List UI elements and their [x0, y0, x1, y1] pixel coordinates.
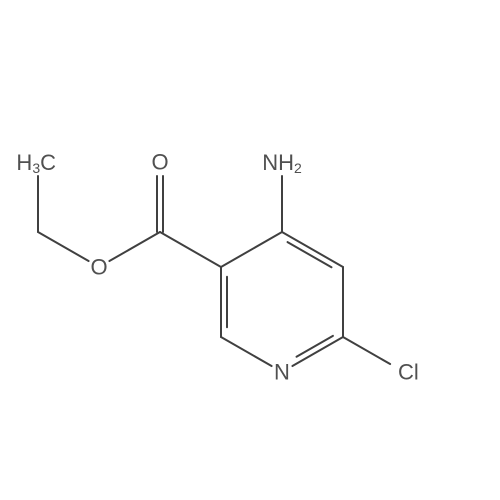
atom-label-od: O — [151, 150, 168, 175]
atom-label-cl: Cl — [398, 360, 419, 385]
atom-label-n1: N — [274, 360, 290, 385]
atom-label-os: O — [90, 255, 107, 280]
molecule-diagram: NClNH2OOH3C — [0, 0, 500, 500]
